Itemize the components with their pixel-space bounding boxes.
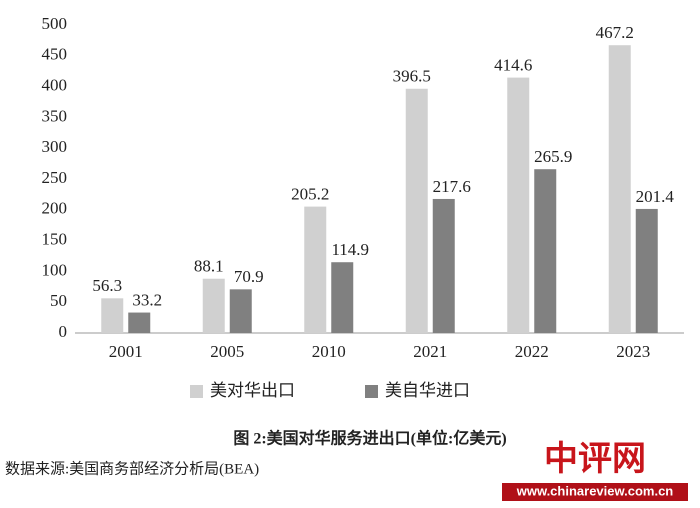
value-label: 265.9 <box>534 147 572 166</box>
y-tick-label: 100 <box>42 260 68 279</box>
x-tick-label: 2021 <box>413 342 447 361</box>
bar <box>432 198 455 333</box>
bar <box>635 208 658 333</box>
bar <box>608 45 631 333</box>
value-label: 56.3 <box>92 276 122 295</box>
value-label: 414.6 <box>494 56 532 75</box>
watermark: 中评网 www.chinareview.com.cn <box>500 440 690 503</box>
value-label: 88.1 <box>194 257 224 276</box>
bar <box>331 262 354 333</box>
y-tick-label: 200 <box>42 199 68 218</box>
value-label: 33.2 <box>132 290 162 309</box>
y-tick-label: 50 <box>50 291 67 310</box>
value-label: 467.2 <box>596 23 634 42</box>
y-tick-label: 450 <box>42 45 68 64</box>
bar <box>128 312 151 333</box>
watermark-strip <box>502 483 688 501</box>
bar <box>534 169 557 333</box>
source: 数据来源:美国商务部经济分析局(BEA) <box>5 460 259 477</box>
value-label: 201.4 <box>636 187 675 206</box>
value-label: 217.6 <box>433 177 471 196</box>
x-tick-label: 2001 <box>109 342 143 361</box>
y-tick-label: 0 <box>59 322 68 341</box>
legend-swatch <box>365 385 378 398</box>
y-tick-label: 150 <box>42 230 68 249</box>
value-label: 396.5 <box>393 67 431 86</box>
x-tick-label: 2022 <box>515 342 549 361</box>
y-tick-label: 300 <box>42 137 68 156</box>
y-tick-label: 250 <box>42 168 68 187</box>
value-label: 205.2 <box>291 185 329 204</box>
legend-label: 美对华出口 <box>210 381 295 400</box>
watermark-url: www.chinareview.com.cn <box>516 483 674 498</box>
bar <box>507 77 530 333</box>
value-label: 70.9 <box>234 267 264 286</box>
legend-swatch <box>190 385 203 398</box>
x-tick-label: 2023 <box>616 342 650 361</box>
bar <box>229 289 252 333</box>
legend-label: 美自华进口 <box>385 381 470 400</box>
y-tick-label: 400 <box>42 76 68 95</box>
y-tick-label: 500 <box>42 14 68 33</box>
watermark-title: 中评网 <box>544 440 646 478</box>
bar <box>304 206 327 333</box>
bar <box>101 298 124 333</box>
x-tick-label: 2010 <box>312 342 346 361</box>
y-tick-label: 350 <box>42 106 68 125</box>
value-label: 114.9 <box>331 240 369 259</box>
x-tick-label: 2005 <box>210 342 244 361</box>
bar <box>202 278 225 333</box>
caption: 图 2:美国对华服务进出口(单位:亿美元) <box>233 429 506 448</box>
bar <box>405 88 428 333</box>
